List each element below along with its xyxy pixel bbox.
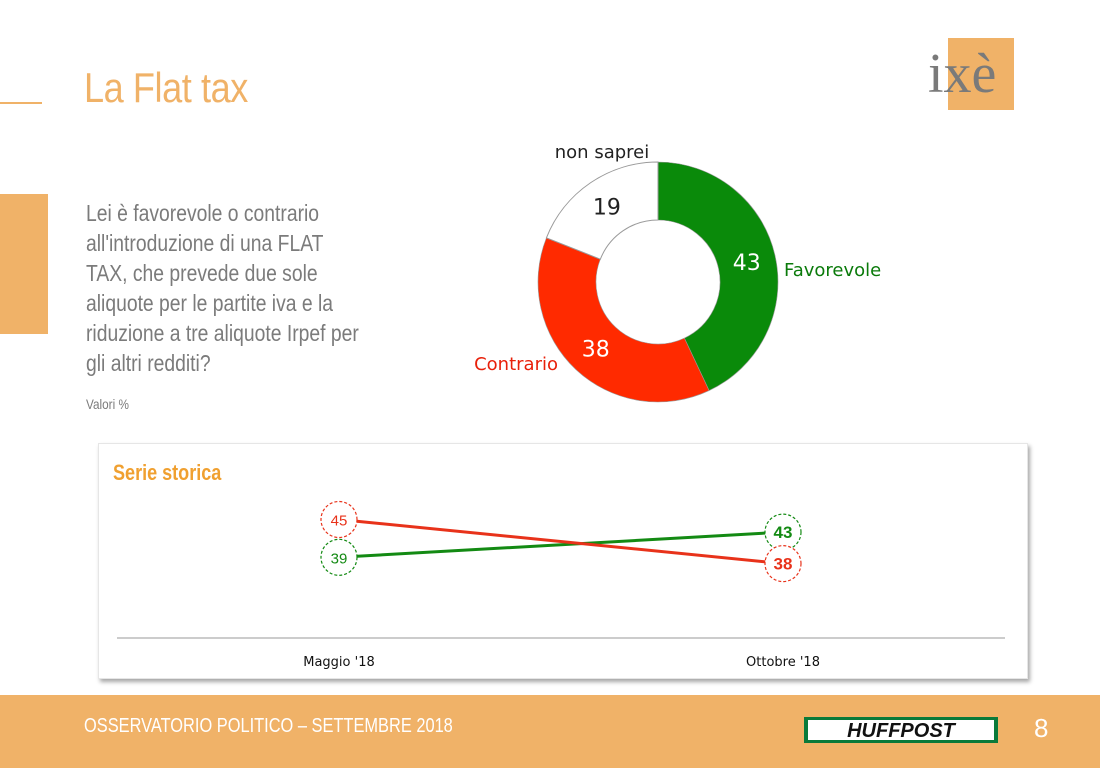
huffpost-logo: HUFFPOST [804,717,998,743]
trend-value-favorevole: 39 [331,550,348,567]
slice-non-saprei [545,161,659,260]
footer-text: OSSERVATORIO POLITICO – SETTEMBRE 2018 [84,715,453,737]
trend-point-contrario [320,500,358,539]
slice-non-saprei-value: 19 [593,196,621,221]
page-title: La Flat tax [84,64,248,111]
trend-tick-label: Maggio '18 [303,655,375,670]
trend-line-contrario [338,518,784,566]
slice-contrario [537,237,710,403]
survey-question: Lei è favorevole o contrario all'introdu… [86,200,359,376]
trend-tick-label: Ottobre '18 [746,655,820,670]
label-contrario: Contrario [474,354,558,375]
huffpost-logo-inner [808,720,994,740]
slice-favorevole [657,161,779,391]
trend-panel: Maggio '18 Ottobre '18 39 43 45 38 Serie stor… [98,443,1028,679]
slice-contrario-value: 38 [582,337,610,362]
trend-point-favorevole [320,538,358,576]
logo-text: ixè [928,43,996,105]
trend-line-favorevole [338,530,784,559]
trend-value-contrario: 45 [331,513,348,530]
logo-square [948,38,1014,110]
unit-note: Valori % [86,396,129,412]
ixe-logo: ixè [928,38,1014,110]
trend-point-contrario [764,544,802,583]
trend-point-favorevole [764,513,802,551]
trend-chart: Maggio '18 Ottobre '18 39 43 45 38 [117,500,1005,670]
footer-bar: OSSERVATORIO POLITICO – SETTEMBRE 2018 H… [0,695,1100,768]
label-favorevole: Favorevole [784,260,881,281]
slice-favorevole-value: 43 [733,251,761,276]
trend-value-favorevole: 43 [774,523,793,542]
label-non-saprei: non saprei [555,142,649,163]
trend-title: Serie storica [113,460,222,485]
title-rule [0,102,42,104]
huffpost-logo-text: HUFFPOST [847,720,957,742]
side-accent-block [0,194,48,334]
trend-value-contrario: 38 [774,555,793,574]
donut-chart: 43 38 19 Favorevole Contrario non saprei [474,142,881,403]
page-number: 8 [1034,713,1049,743]
